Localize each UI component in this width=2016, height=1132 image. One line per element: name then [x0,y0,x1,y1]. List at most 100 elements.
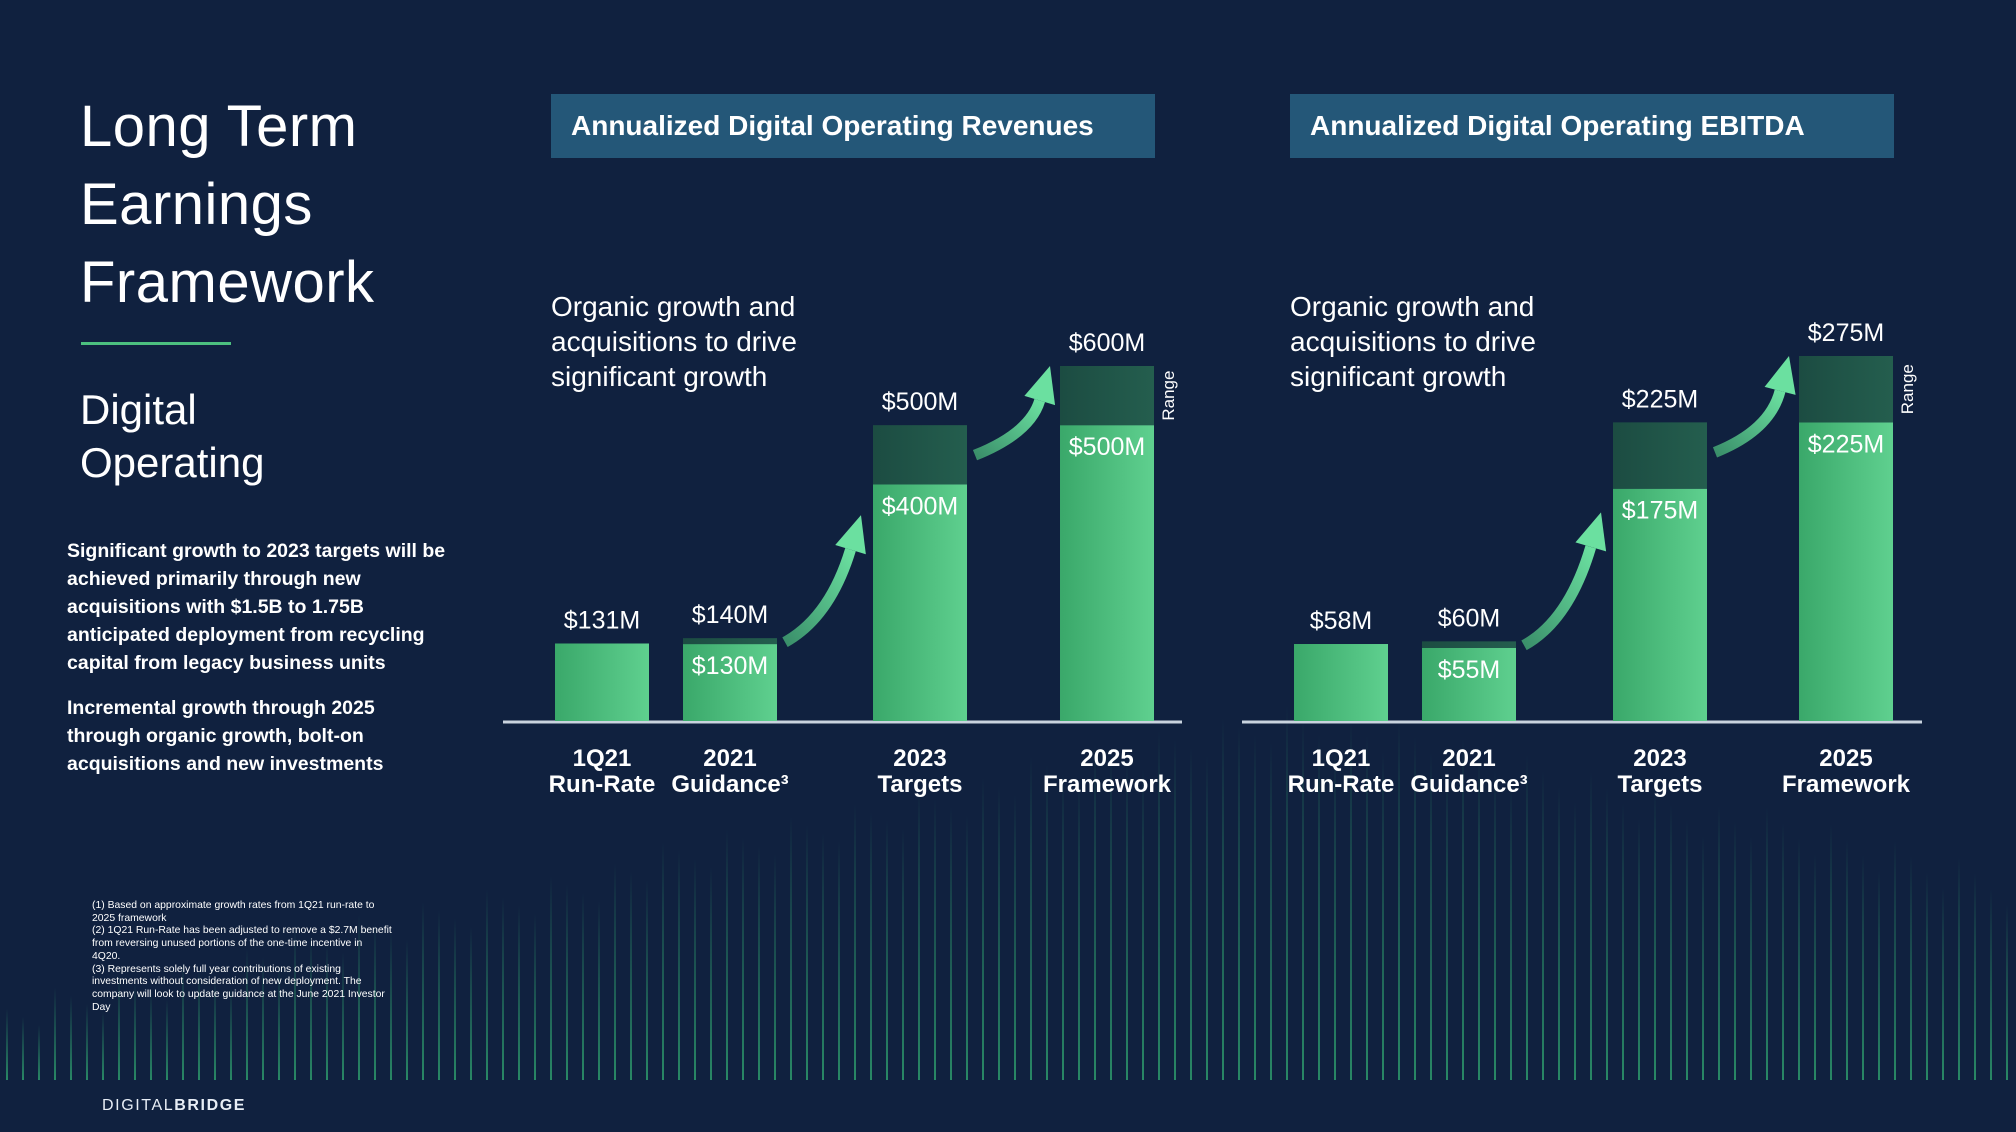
decorative-line [1526,754,1528,1080]
category-label: 2023 [1633,745,1686,772]
decorative-line [1574,802,1576,1080]
top-value-label: $500M [882,388,958,416]
decorative-line [1990,888,1992,1080]
top-value-label: $60M [1438,604,1501,632]
decorative-line [1606,787,1608,1080]
decorative-line [614,863,616,1080]
inner-value-label: $130M [692,652,768,680]
decorative-line [422,901,424,1080]
decorative-line [678,850,680,1080]
decorative-line [198,969,200,1080]
category-label: 2021 [1442,745,1495,772]
note-line: Organic growth and [551,291,796,322]
decorative-line [1478,753,1480,1080]
decorative-line [38,1025,40,1080]
decorative-line [598,900,600,1080]
category-label: 2021 [703,745,756,772]
inner-value-label: $225M [1808,430,1884,458]
decorative-line [1190,747,1192,1080]
footnote: (3) Represents solely full year contribu… [92,963,385,1013]
decorative-line [1014,794,1016,1080]
decorative-line [742,837,744,1080]
category-label: Targets [1618,771,1703,798]
decorative-line [470,926,472,1080]
logo-prefix: DIGITAL [102,1097,175,1114]
decorative-line [918,790,920,1080]
decorative-line [1750,836,1752,1080]
bar-base [555,643,649,721]
top-value-label: $131M [564,606,640,634]
footnote: (1) Based on approximate growth rates fr… [92,900,375,924]
category-label: Run-Rate [549,771,656,798]
growth-paragraph: Significant growth to 2023 targets will … [67,540,446,674]
decorative-line [1974,873,1976,1080]
decorative-line [1622,803,1624,1080]
decorative-line [902,828,904,1080]
decorative-line [54,987,56,1080]
growth-arrow-head [835,515,866,555]
decorative-line [1942,887,1944,1080]
title-line: Earnings [80,172,313,237]
decorative-line [1766,806,1768,1080]
decorative-line [1350,719,1352,1080]
decorative-line [86,1004,88,1080]
decorative-line [998,785,1000,1080]
decorative-line [662,842,664,1080]
decorative-line [310,935,312,1080]
decorative-line [1958,857,1960,1080]
category-label: 2023 [893,745,946,772]
title-line: Long Term [80,94,358,159]
growth-arrow-shaft [972,398,1046,461]
bar-base [1422,648,1516,721]
decorative-line [1862,855,1864,1080]
footnotes: (1) Based on approximate growth rates fr… [92,900,392,1014]
growth-arrow-shaft [782,548,856,647]
decorative-line [566,884,568,1080]
decorative-line [1062,773,1064,1080]
subtitle-line: Operating [80,439,265,486]
footnote: (2) 1Q21 Run-Rate has been adjusted to r… [92,925,392,962]
decorative-line [22,1016,24,1080]
decorative-line [1846,839,1848,1080]
decorative-line [1734,821,1736,1080]
top-value-label: $600M [1069,329,1145,357]
decorative-line [774,854,776,1080]
logo-suffix: BRIDGE [174,1097,247,1114]
decorative-line [758,845,760,1080]
note-line: Organic growth and [1290,291,1535,322]
decorative-line [1494,769,1496,1080]
category-label: Guidance³ [671,771,788,798]
decorative-line [1638,818,1640,1080]
decorative-line [1590,771,1592,1080]
company-logo: DIGITALBRIDGE [102,1097,246,1115]
decorative-line [1094,743,1096,1080]
decorative-line [934,798,936,1080]
decorative-line [1078,781,1080,1080]
incremental-paragraph: Incremental growth through 2025 through … [67,697,384,775]
inner-value-label: $55M [1438,656,1501,684]
decorative-line [1254,734,1256,1080]
decorative-line [1318,734,1320,1080]
decorative-line [1126,760,1128,1080]
top-value-label: $140M [692,601,768,629]
decorative-line [1270,742,1272,1080]
note-line: acquisitions to drive [551,326,797,357]
decorative-line [1926,871,1928,1080]
decorative-line [1798,838,1800,1080]
category-label: 2025 [1819,745,1872,772]
decorative-line [246,948,248,1080]
decorative-line [726,829,728,1080]
decorative-line [486,888,488,1080]
category-label: Targets [878,771,963,798]
decorative-line [886,819,888,1080]
growth-arrow-shaft [1521,545,1597,651]
decorative-line [262,957,264,1080]
bar-range [1613,422,1707,489]
decorative-line [214,978,216,1080]
decorative-line [1718,805,1720,1080]
decorative-line [166,999,168,1080]
bar-base [1060,425,1154,721]
